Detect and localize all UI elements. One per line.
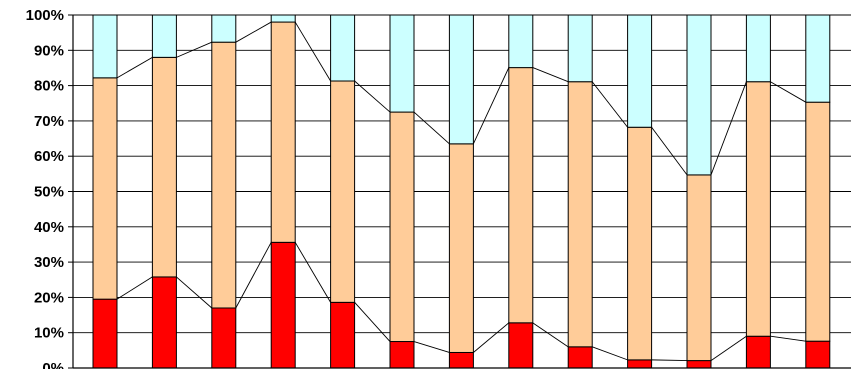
bar-segment-2 <box>92 77 118 300</box>
series-line-1 <box>770 335 806 342</box>
series-line-1 <box>473 322 510 353</box>
series-line-2 <box>176 41 212 58</box>
bar-segment-1 <box>330 301 356 369</box>
bar-segment-2 <box>389 111 415 343</box>
bar-segment-1 <box>389 341 415 369</box>
series-line-1 <box>592 346 628 361</box>
bar-segment-3 <box>686 14 712 176</box>
y-tick-label: 100% <box>26 7 64 24</box>
bar-segment-2 <box>627 126 653 361</box>
bar-segment-1 <box>151 276 177 369</box>
bar-segment-2 <box>745 81 771 337</box>
y-tick-label: 50% <box>34 184 64 201</box>
bar-segment-2 <box>508 67 534 324</box>
y-tick-label: 10% <box>34 325 64 342</box>
bar-segment-1 <box>211 307 237 369</box>
bar-segment-1 <box>686 360 712 369</box>
series-line-1 <box>710 335 747 361</box>
series-line-2 <box>235 21 272 43</box>
bar-segment-3 <box>805 14 831 103</box>
bar-segment-1 <box>448 351 474 369</box>
y-tick-label: 30% <box>34 254 64 271</box>
series-line-2 <box>413 111 450 145</box>
bar-segment-3 <box>567 14 593 83</box>
bar-segment-3 <box>745 14 771 83</box>
series-line-2 <box>710 81 747 176</box>
series-lines <box>116 21 807 362</box>
bar-segment-1 <box>627 359 653 369</box>
series-line-1 <box>116 276 153 300</box>
bar-segment-3 <box>151 14 177 58</box>
y-tick-label: 60% <box>34 148 64 165</box>
bar-segment-2 <box>686 174 712 362</box>
bar-segment-3 <box>508 14 534 69</box>
bar-segment-3 <box>389 14 415 113</box>
y-tick-label: 70% <box>34 113 64 130</box>
bar-segment-3 <box>92 14 118 79</box>
series-line-1 <box>651 359 688 362</box>
bars <box>92 14 831 369</box>
series-line-1 <box>235 242 272 309</box>
series-line-2 <box>651 126 688 176</box>
bar-segment-2 <box>211 41 237 309</box>
bar-segment-1 <box>745 335 771 369</box>
series-line-1 <box>413 341 450 353</box>
bar-segment-2 <box>567 81 593 348</box>
bar-segment-1 <box>805 340 831 369</box>
bar-segment-3 <box>627 14 653 128</box>
series-line-2 <box>116 56 153 79</box>
bar-segment-2 <box>330 80 356 303</box>
bar-segment-1 <box>270 241 296 369</box>
bar-segment-1 <box>92 298 118 369</box>
bar-segment-3 <box>448 14 474 145</box>
y-tick-label: 80% <box>34 78 64 95</box>
series-line-1 <box>294 242 331 303</box>
series-line-1 <box>176 276 213 309</box>
bar-segment-2 <box>151 56 177 278</box>
bar-segment-3 <box>270 14 296 23</box>
bar-segment-2 <box>448 143 474 353</box>
series-line-2 <box>354 80 391 113</box>
bar-segment-3 <box>330 14 356 82</box>
y-axis-tick-labels: 0% 10% 20% 30% 40% 50% 60% 70% 80% 90% 100% <box>26 7 73 369</box>
y-tick-label: 40% <box>34 219 64 236</box>
series-line-2 <box>591 81 628 128</box>
bar-segment-1 <box>508 322 534 369</box>
bar-segment-2 <box>270 21 296 243</box>
series-line-1 <box>354 302 391 342</box>
y-tick-label: 0% <box>42 360 64 369</box>
series-line-2 <box>770 81 807 103</box>
bar-segment-3 <box>211 14 237 43</box>
bar-segment-1 <box>567 346 593 369</box>
series-line-2 <box>294 21 331 82</box>
series-line-2 <box>472 67 510 145</box>
series-line-1 <box>532 322 569 348</box>
bar-segment-2 <box>805 101 831 342</box>
series-line-2 <box>532 67 569 83</box>
y-tick-label: 90% <box>34 42 64 59</box>
y-tick-label: 20% <box>34 289 64 306</box>
